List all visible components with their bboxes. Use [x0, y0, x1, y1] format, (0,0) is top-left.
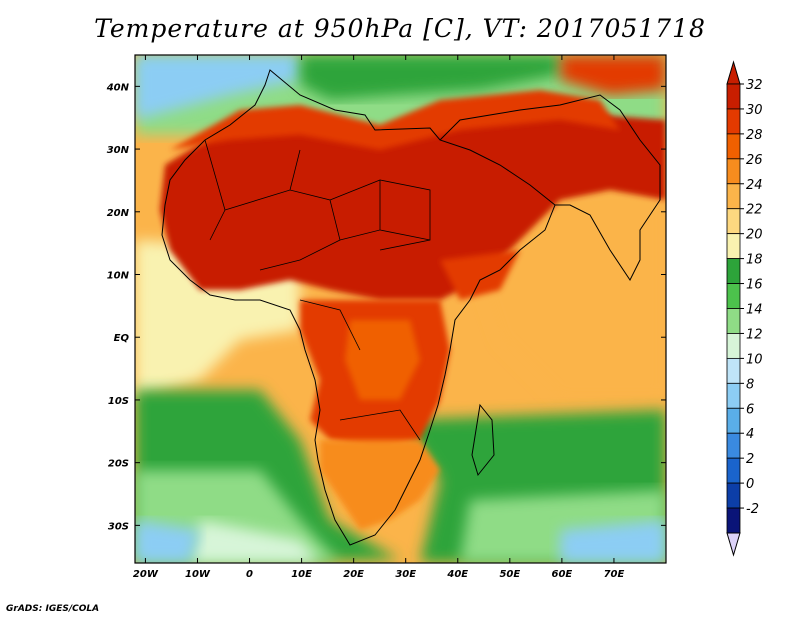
field-south-cool [190, 520, 320, 563]
lat-tick-label: 30N [107, 145, 130, 156]
lon-tick-label: 10W [185, 569, 211, 580]
colorbar-swatch [726, 83, 741, 110]
field-north-africa-warm [170, 90, 620, 150]
colorbar-swatch [726, 357, 741, 384]
colorbar-label: 18 [746, 253, 763, 268]
colorbar-bottom-arrow [726, 532, 741, 557]
colorbar-swatch [726, 108, 741, 135]
map-frame [134, 54, 667, 564]
colorbar-swatch [726, 382, 741, 409]
field-south-indian-blue [560, 520, 666, 563]
field-atlantic-north [135, 55, 300, 120]
lon-tick-label: 40E [446, 569, 468, 580]
lon-tick-label: 50E [499, 569, 520, 580]
lon-tick-label: 30E [395, 569, 416, 580]
colorbar-label: 30 [746, 103, 763, 118]
coastlines [161, 69, 661, 546]
colorbar-swatch [726, 208, 741, 235]
lon-tick-label: 20W [133, 569, 159, 580]
colorbar-label: 14 [746, 303, 763, 318]
colorbar-swatch [726, 158, 741, 185]
colorbar-label: 4 [746, 427, 754, 442]
africa-coastline [161, 69, 556, 546]
arabia-india-coastline [439, 94, 661, 281]
lat-tick-label: 10S [108, 396, 129, 407]
colorbar-swatch [726, 407, 741, 434]
lon-tick-label: 10E [291, 569, 312, 580]
colorbar-swatch [726, 457, 741, 484]
lat-tick-label: EQ [114, 333, 130, 344]
colorbar-label: 16 [746, 278, 763, 293]
lat-tick-label: 10N [107, 271, 130, 282]
lon-tick-label: 20E [343, 569, 364, 580]
colorbar-label: 0 [746, 477, 754, 492]
lon-tick-label: 0 [246, 569, 253, 580]
colorbar-swatch [726, 258, 741, 284]
colorbar-swatch [726, 482, 741, 509]
colorbar-swatch [726, 333, 741, 359]
colorbar-label: 10 [746, 352, 763, 367]
lat-tick-label: 30S [108, 521, 129, 532]
colorbar-label: -2 [746, 502, 759, 517]
colorbar-swatch [726, 283, 741, 309]
country-borders [204, 139, 431, 441]
colorbar-label: 32 [746, 78, 763, 93]
lat-tick-label: 40N [106, 82, 130, 93]
field-south-africa [320, 440, 440, 530]
lon-tick-label: 60E [552, 569, 573, 580]
field-horn [440, 250, 520, 300]
lon-tick-label: 70E [604, 569, 625, 580]
colorbar-swatch [726, 507, 741, 534]
field-congo [345, 320, 420, 400]
map-title: Temperature at 950hPa [C], VT: 201705171… [94, 14, 706, 43]
colorbar-label: 8 [746, 377, 754, 392]
field-med-green [300, 55, 560, 100]
madagascar-coastline [471, 403, 495, 477]
longitude-axis: 20W 10W 0 10E 20E 30E 40E 50E 60E 70E [133, 55, 625, 580]
colorbar-top-arrow [726, 60, 741, 85]
colorbar-swatch [726, 432, 741, 459]
colorbar-swatch [726, 308, 741, 334]
colorbar-label: 20 [746, 228, 763, 243]
colorbar-swatch [726, 183, 741, 210]
colorbar-label: 28 [746, 128, 763, 143]
colorbar-label: 12 [746, 327, 763, 342]
field-asia-hot [560, 55, 666, 95]
lat-tick-label: 20N [107, 208, 130, 219]
colorbar-label: 22 [746, 203, 763, 218]
field-south-blue [135, 520, 200, 563]
latitude-axis: 40N 30N 20N 10N EQ 10S 20S 30S [106, 82, 666, 532]
colorbar-label: 26 [746, 153, 763, 168]
lat-tick-label: 20S [108, 459, 129, 470]
grads-credit: GrADS: IGES/COLA [6, 604, 100, 614]
colorbar-label: 24 [746, 178, 763, 193]
colorbar-label: 6 [746, 402, 754, 417]
field-sahara-hot [160, 110, 666, 300]
colorbar-label: 2 [746, 452, 754, 467]
temperature-field [135, 55, 666, 563]
colorbar-swatch [726, 233, 741, 260]
colorbar-swatch [726, 133, 741, 160]
